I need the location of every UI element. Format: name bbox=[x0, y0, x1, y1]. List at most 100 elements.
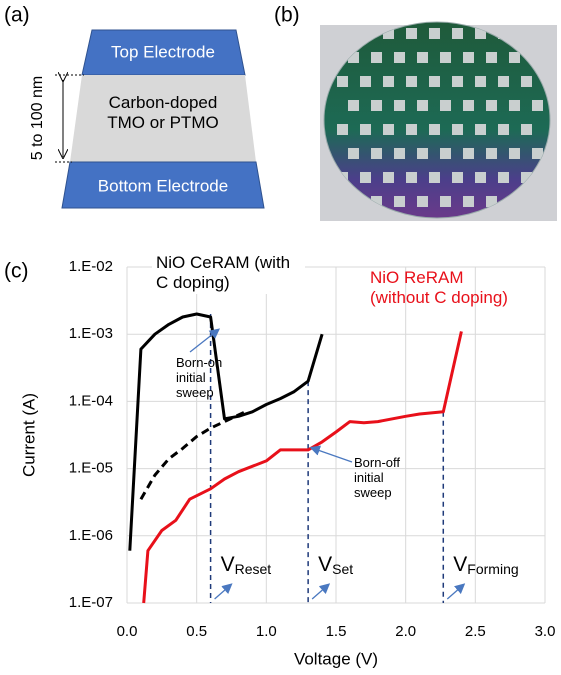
die bbox=[475, 76, 486, 87]
die bbox=[371, 100, 382, 111]
y-tick-label: 1.E-07 bbox=[69, 594, 113, 611]
marker-arrow bbox=[446, 583, 466, 600]
die bbox=[406, 172, 417, 183]
die bbox=[486, 100, 497, 111]
annotation: Born-off initial sweep bbox=[354, 455, 401, 500]
die bbox=[360, 172, 371, 183]
x-tick-label: 1.5 bbox=[326, 623, 347, 640]
die bbox=[521, 172, 532, 183]
annotation-arrow bbox=[189, 328, 221, 353]
die bbox=[521, 76, 532, 87]
die bbox=[429, 172, 440, 183]
annotation: Born-on initial sweep bbox=[176, 355, 223, 400]
die bbox=[532, 100, 543, 111]
annotation-arrow bbox=[309, 445, 353, 463]
die bbox=[348, 52, 359, 63]
die bbox=[417, 196, 428, 207]
marker-subscript: Forming bbox=[467, 561, 518, 577]
die bbox=[429, 76, 440, 87]
die bbox=[463, 100, 474, 111]
series-label: NiO CeRAM (with C doping) bbox=[152, 253, 305, 294]
die bbox=[475, 124, 486, 135]
die bbox=[417, 52, 428, 63]
y-tick-label: 1.E-05 bbox=[69, 460, 113, 477]
die bbox=[371, 148, 382, 159]
oxide-layer bbox=[70, 75, 256, 162]
die bbox=[394, 52, 405, 63]
die bbox=[394, 148, 405, 159]
x-tick-label: 0.0 bbox=[117, 623, 138, 640]
die bbox=[452, 76, 463, 87]
die bbox=[417, 148, 428, 159]
panel-label: (c) bbox=[4, 260, 29, 283]
die bbox=[429, 124, 440, 135]
die bbox=[463, 148, 474, 159]
die bbox=[521, 124, 532, 135]
die bbox=[383, 28, 394, 39]
panel-label: (a) bbox=[4, 4, 30, 27]
die bbox=[498, 76, 509, 87]
die bbox=[509, 52, 520, 63]
die bbox=[509, 100, 520, 111]
x-tick-label: 0.5 bbox=[186, 623, 207, 640]
die bbox=[348, 100, 359, 111]
die bbox=[452, 172, 463, 183]
die bbox=[394, 196, 405, 207]
y-tick-label: 1.E-04 bbox=[69, 392, 113, 409]
x-axis-label: Voltage (V) bbox=[294, 649, 378, 668]
die bbox=[440, 196, 451, 207]
die bbox=[486, 52, 497, 63]
die bbox=[406, 28, 417, 39]
y-tick-label: 1.E-06 bbox=[69, 527, 113, 544]
die bbox=[452, 28, 463, 39]
die bbox=[394, 100, 405, 111]
series-label: NiO ReRAM (without C doping) bbox=[370, 268, 508, 308]
marker-symbol: V bbox=[453, 553, 467, 576]
die bbox=[509, 148, 520, 159]
die bbox=[337, 76, 348, 87]
marker-subscript: Reset bbox=[235, 561, 272, 577]
die bbox=[406, 76, 417, 87]
x-tick-label: 1.0 bbox=[256, 623, 277, 640]
wafer bbox=[323, 21, 551, 219]
die bbox=[371, 52, 382, 63]
die bbox=[475, 172, 486, 183]
marker-arrow bbox=[214, 583, 233, 600]
die bbox=[383, 124, 394, 135]
x-tick-label: 3.0 bbox=[535, 623, 556, 640]
y-tick-label: 1.E-03 bbox=[69, 325, 113, 342]
die bbox=[337, 124, 348, 135]
bottom-electrode-label: Bottom Electrode bbox=[98, 176, 228, 195]
panel-label: (b) bbox=[274, 4, 300, 27]
bottom-electrode bbox=[61, 161, 265, 209]
series-line bbox=[139, 410, 247, 500]
die bbox=[417, 100, 428, 111]
die bbox=[371, 196, 382, 207]
die bbox=[498, 172, 509, 183]
die bbox=[440, 148, 451, 159]
die bbox=[486, 196, 497, 207]
die bbox=[383, 76, 394, 87]
die bbox=[475, 28, 486, 39]
die bbox=[463, 196, 474, 207]
top-electrode-label: Top Electrode bbox=[111, 42, 215, 61]
die bbox=[532, 148, 543, 159]
die bbox=[452, 124, 463, 135]
thickness-label: 5 to 100 nm bbox=[29, 76, 46, 161]
marker-symbol: V bbox=[318, 553, 332, 576]
die bbox=[463, 52, 474, 63]
x-tick-label: 2.0 bbox=[395, 623, 416, 640]
marker-label: VForming bbox=[453, 553, 518, 577]
die bbox=[429, 28, 440, 39]
marker-subscript: Set bbox=[332, 561, 353, 577]
marker-label: VSet bbox=[318, 553, 353, 577]
die bbox=[383, 172, 394, 183]
die bbox=[440, 100, 451, 111]
y-tick-label: 1.E-02 bbox=[69, 258, 113, 275]
marker-arrow bbox=[311, 583, 331, 600]
x-tick-label: 2.5 bbox=[465, 623, 486, 640]
oxide-label: Carbon-doped TMO or PTMO bbox=[107, 93, 219, 133]
die bbox=[360, 76, 371, 87]
